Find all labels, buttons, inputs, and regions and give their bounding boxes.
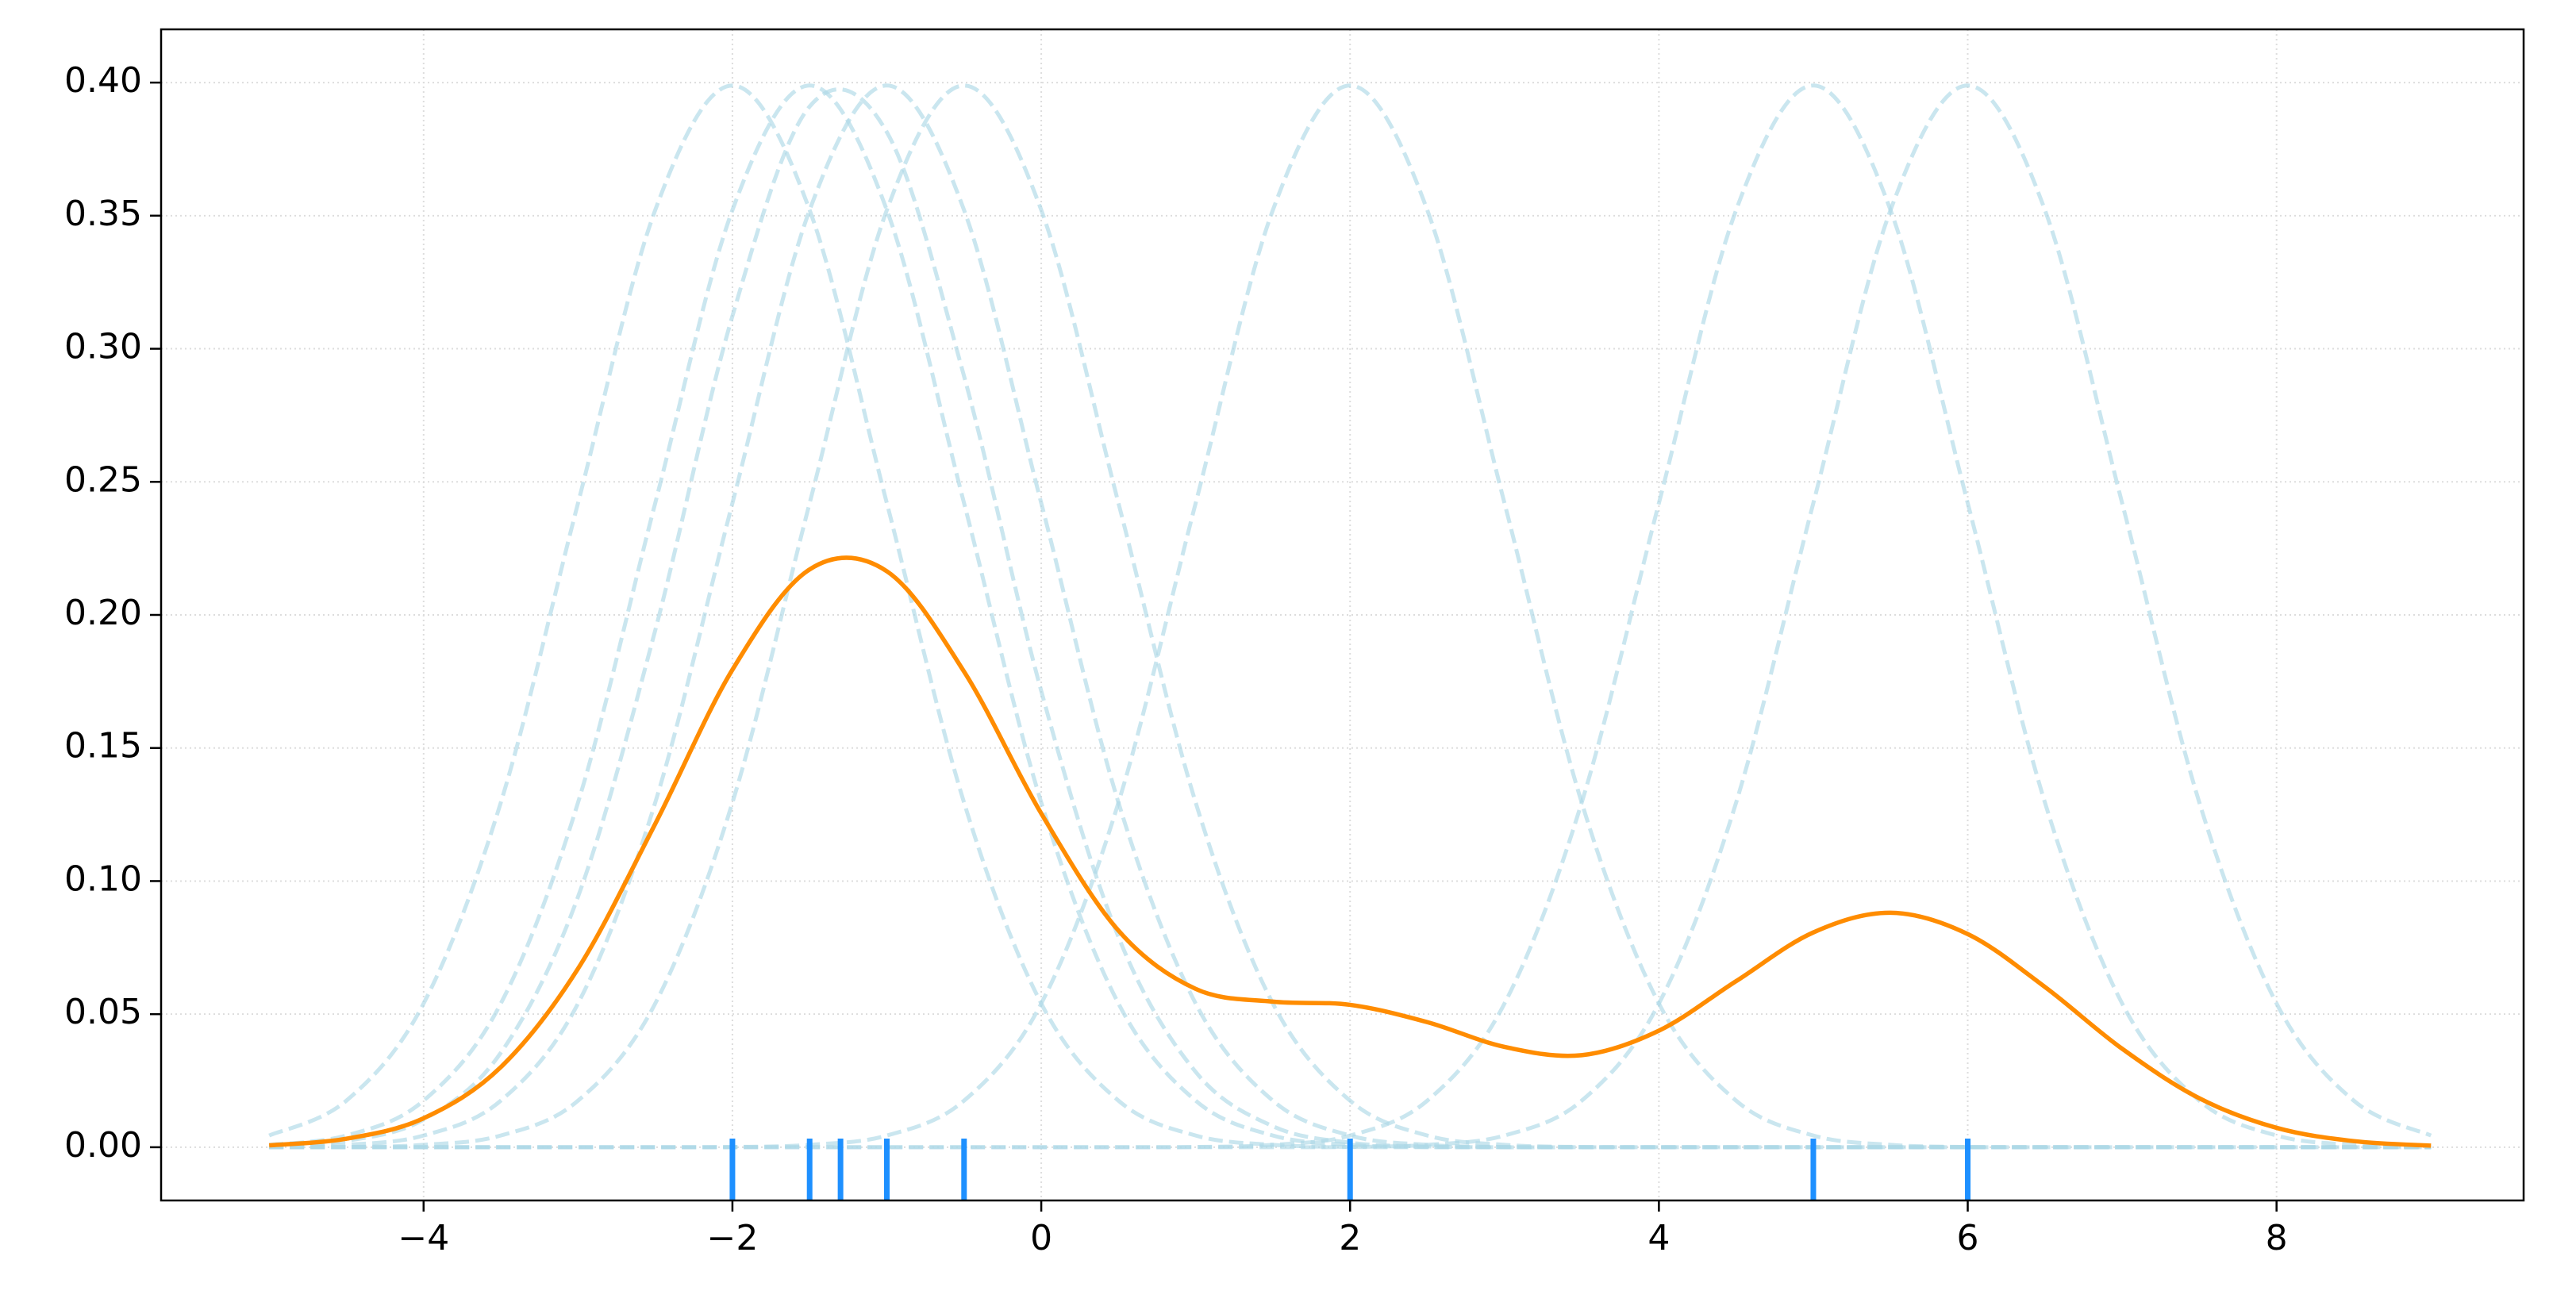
kernel-line bbox=[269, 87, 2432, 1150]
y-tick-label: 0.00 bbox=[64, 1125, 142, 1166]
y-tick-label: 0.40 bbox=[64, 60, 142, 101]
y-tick-label: 0.30 bbox=[64, 327, 142, 367]
x-tick-label: 6 bbox=[1957, 1218, 1979, 1258]
x-tick-label: −4 bbox=[398, 1218, 449, 1258]
x-tick-label: 8 bbox=[2266, 1218, 2288, 1258]
kernel-line bbox=[268, 83, 2432, 1150]
y-tick-label: 0.15 bbox=[64, 726, 142, 766]
y-tick-label: 0.20 bbox=[64, 593, 142, 633]
y-tick-label: 0.25 bbox=[64, 459, 142, 500]
x-tick-label: 2 bbox=[1339, 1218, 1361, 1258]
density-line bbox=[268, 555, 2432, 1148]
y-tick-label: 0.05 bbox=[64, 992, 142, 1032]
x-tick-label: −2 bbox=[706, 1218, 758, 1258]
y-tick-label: 0.35 bbox=[64, 194, 142, 234]
kernel-line bbox=[268, 83, 2432, 1150]
y-tick-label: 0.10 bbox=[64, 859, 142, 899]
kernel-line bbox=[269, 83, 2432, 1150]
x-tick-label: 4 bbox=[1647, 1218, 1670, 1258]
x-tick-label: 0 bbox=[1030, 1218, 1052, 1258]
